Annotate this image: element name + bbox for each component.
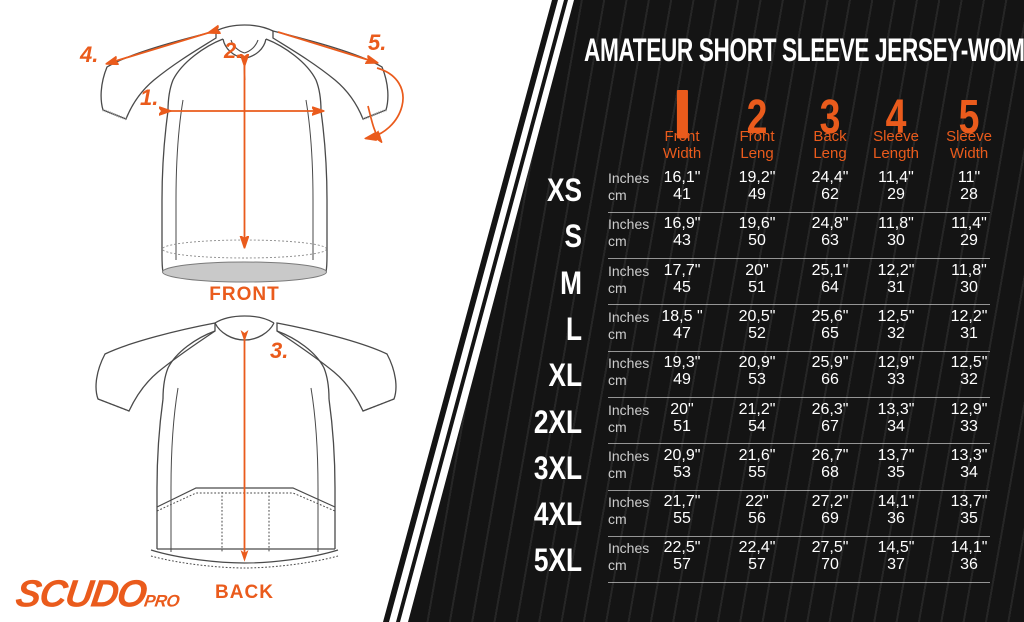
svg-text:5.: 5. (368, 30, 386, 55)
svg-text:BACK: BACK (215, 582, 274, 603)
svg-text:1.: 1. (140, 85, 158, 110)
svg-text:3.: 3. (270, 338, 288, 363)
svg-text:4.: 4. (79, 42, 98, 67)
svg-text:2.: 2. (223, 38, 242, 63)
